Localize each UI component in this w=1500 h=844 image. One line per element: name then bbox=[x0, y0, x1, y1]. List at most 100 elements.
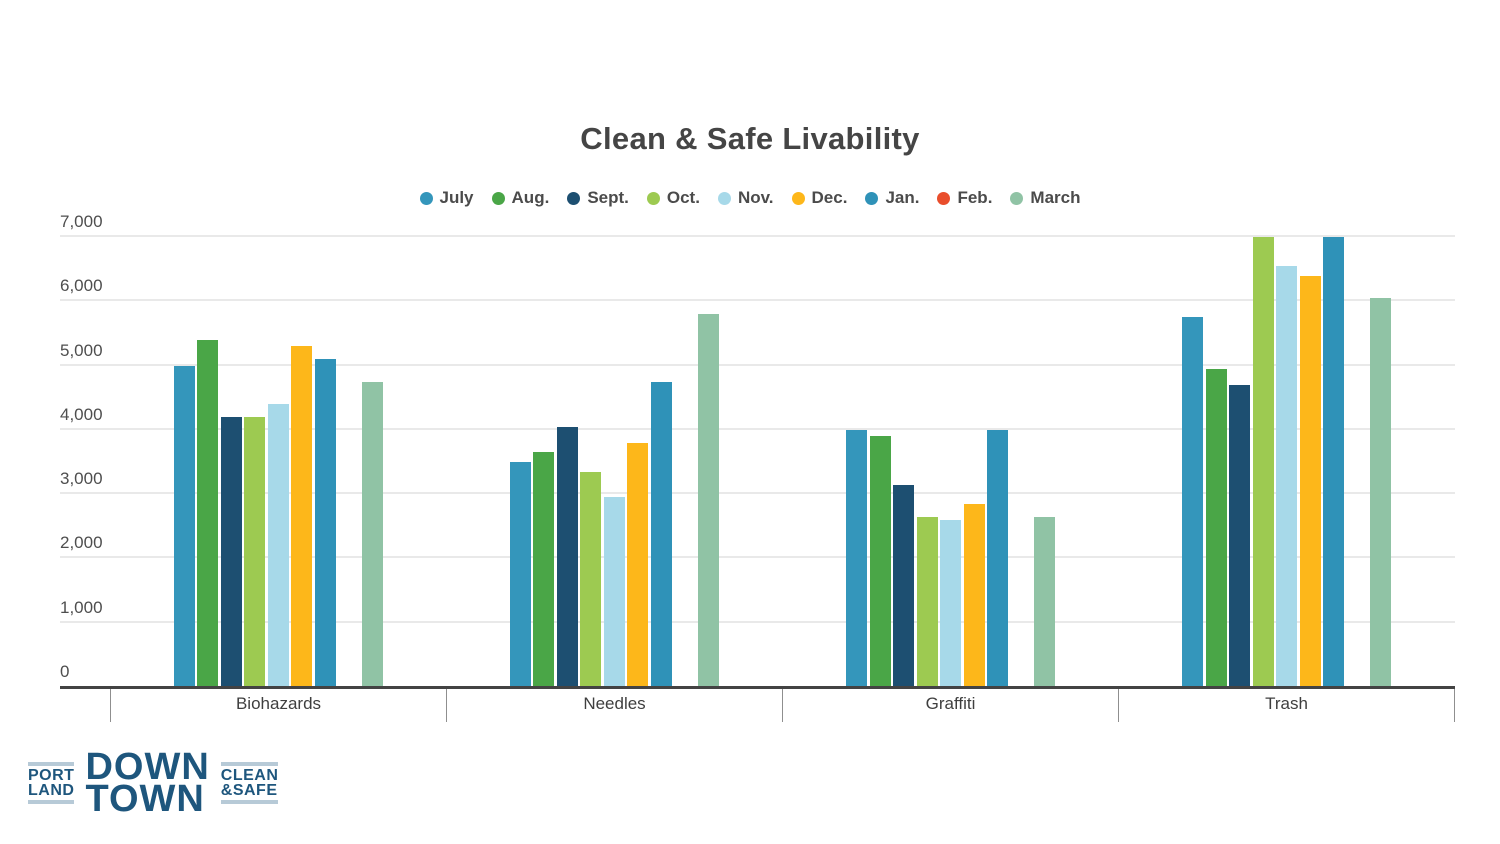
legend-label: Dec. bbox=[811, 188, 848, 207]
logo-portland-text: PORT bbox=[28, 767, 75, 784]
legend-label: Jan. bbox=[885, 188, 920, 207]
bar-dec-trash bbox=[1299, 275, 1321, 687]
bar-jan-trash bbox=[1323, 237, 1345, 687]
bar-group-graffiti bbox=[783, 237, 1119, 687]
bar-july-graffiti bbox=[846, 429, 868, 687]
legend-label: Nov. bbox=[737, 188, 774, 207]
legend-item-dec: Dec. bbox=[791, 188, 848, 208]
bar-july-needles bbox=[509, 462, 531, 687]
x-axis-line bbox=[60, 686, 1455, 689]
bar-sept-biohazards bbox=[220, 417, 242, 687]
legend-dot-icon bbox=[567, 191, 581, 205]
bar-aug-needles bbox=[533, 452, 555, 687]
y-axis-tick-label: 1,000 bbox=[60, 597, 103, 617]
bar-july-biohazards bbox=[173, 365, 195, 687]
legend-dot-icon bbox=[717, 191, 731, 205]
bar-july-trash bbox=[1182, 317, 1204, 687]
bar-aug-trash bbox=[1205, 368, 1227, 687]
logo-cleansafe-block: CLEAN &SAFE bbox=[220, 760, 279, 806]
x-axis-category-graffiti: Graffiti bbox=[782, 689, 1118, 722]
legend-label: March bbox=[1030, 188, 1081, 207]
logo-cleansafe-text: CLEAN bbox=[220, 767, 279, 784]
gridline bbox=[60, 235, 1455, 237]
x-axis-category-trash: Trash bbox=[1118, 689, 1455, 722]
logo-rule bbox=[28, 800, 75, 804]
legend-dot-icon bbox=[419, 191, 433, 205]
bar-dec-biohazards bbox=[291, 346, 313, 687]
y-axis-tick-label: 4,000 bbox=[60, 404, 103, 424]
bar-jan-biohazards bbox=[314, 359, 336, 687]
legend-dot-icon bbox=[865, 191, 879, 205]
bar-dec-needles bbox=[627, 442, 649, 687]
y-axis-tick-label: 3,000 bbox=[60, 469, 103, 489]
logo-downtown-text: TOWN bbox=[85, 778, 205, 820]
bar-nov-biohazards bbox=[267, 404, 289, 687]
bar-aug-graffiti bbox=[869, 436, 891, 687]
x-axis-category-needles: Needles bbox=[446, 689, 782, 722]
logo-portland-text: LAND bbox=[28, 782, 75, 799]
y-axis-tick-label: 6,000 bbox=[60, 276, 103, 296]
legend-item-march: March bbox=[1010, 188, 1081, 208]
bar-jan-graffiti bbox=[987, 429, 1009, 687]
plot-area: 0 1,000 2,000 3,000 4,000 5,000 6,000 7,000 bbox=[60, 212, 1455, 689]
bar-nov-needles bbox=[603, 497, 625, 687]
y-axis-tick-label: 2,000 bbox=[60, 533, 103, 553]
legend-item-oct: Oct. bbox=[646, 188, 700, 208]
bar-oct-biohazards bbox=[244, 417, 266, 687]
bar-march-biohazards bbox=[361, 381, 383, 687]
logo-rule bbox=[220, 762, 279, 766]
legend-item-sept: Sept. bbox=[567, 188, 629, 208]
gridline bbox=[60, 363, 1455, 366]
bar-sept-trash bbox=[1229, 384, 1251, 687]
bars-region bbox=[110, 237, 1455, 687]
y-axis-tick-label: 7,000 bbox=[60, 212, 103, 231]
bar-oct-needles bbox=[580, 471, 602, 687]
bar-sept-needles bbox=[556, 426, 578, 687]
bar-nov-trash bbox=[1276, 265, 1298, 687]
gridline bbox=[60, 427, 1455, 430]
bar-nov-graffiti bbox=[940, 519, 962, 687]
bar-oct-graffiti bbox=[916, 516, 938, 687]
portland-downtown-clean-safe-logo: PORT LAND DOWN TOWN CLEAN &SAFE bbox=[28, 748, 279, 820]
x-axis: Biohazards Needles Graffiti Trash bbox=[110, 689, 1455, 722]
chart-title: Clean & Safe Livability bbox=[580, 121, 920, 156]
bar-march-needles bbox=[697, 314, 719, 687]
bar-dec-graffiti bbox=[963, 503, 985, 687]
bar-march-trash bbox=[1370, 298, 1392, 687]
legend-label: Aug. bbox=[511, 188, 550, 207]
legend-dot-icon bbox=[791, 191, 805, 205]
x-axis-category-biohazards: Biohazards bbox=[110, 689, 446, 722]
legend-dot-icon bbox=[491, 191, 505, 205]
logo-downtown-block: DOWN TOWN bbox=[85, 748, 209, 820]
legend-dot-icon bbox=[646, 191, 660, 205]
legend-label: Feb. bbox=[957, 188, 993, 207]
bar-oct-trash bbox=[1252, 237, 1274, 687]
legend-dot-icon bbox=[937, 191, 951, 205]
y-axis-tick-label: 0 bbox=[60, 662, 70, 681]
gridline bbox=[60, 620, 1455, 623]
legend-item-feb: Feb. bbox=[937, 188, 992, 208]
logo-cleansafe-text: &SAFE bbox=[220, 782, 278, 799]
legend-label: Oct. bbox=[666, 188, 700, 207]
legend-item-jan: Jan. bbox=[865, 188, 919, 208]
legend-label: Sept. bbox=[587, 188, 629, 207]
bar-march-graffiti bbox=[1034, 516, 1056, 687]
gridline bbox=[60, 299, 1455, 302]
logo-portland-block: PORT LAND bbox=[28, 760, 75, 806]
bar-sept-graffiti bbox=[893, 484, 915, 687]
legend-dot-icon bbox=[1010, 191, 1024, 205]
bar-group-biohazards bbox=[110, 237, 446, 687]
gridline bbox=[60, 492, 1455, 495]
bar-jan-needles bbox=[650, 381, 672, 687]
legend-item-aug: Aug. bbox=[491, 188, 550, 208]
bar-group-needles bbox=[446, 237, 782, 687]
y-axis-tick-label: 5,000 bbox=[60, 340, 103, 360]
logo-rule bbox=[220, 800, 279, 804]
logo-rule bbox=[28, 762, 75, 766]
bar-aug-biohazards bbox=[197, 339, 219, 687]
legend-item-nov: Nov. bbox=[717, 188, 774, 208]
gridline bbox=[60, 556, 1455, 559]
legend-item-july: July bbox=[419, 188, 474, 208]
legend-label: July bbox=[439, 188, 474, 207]
